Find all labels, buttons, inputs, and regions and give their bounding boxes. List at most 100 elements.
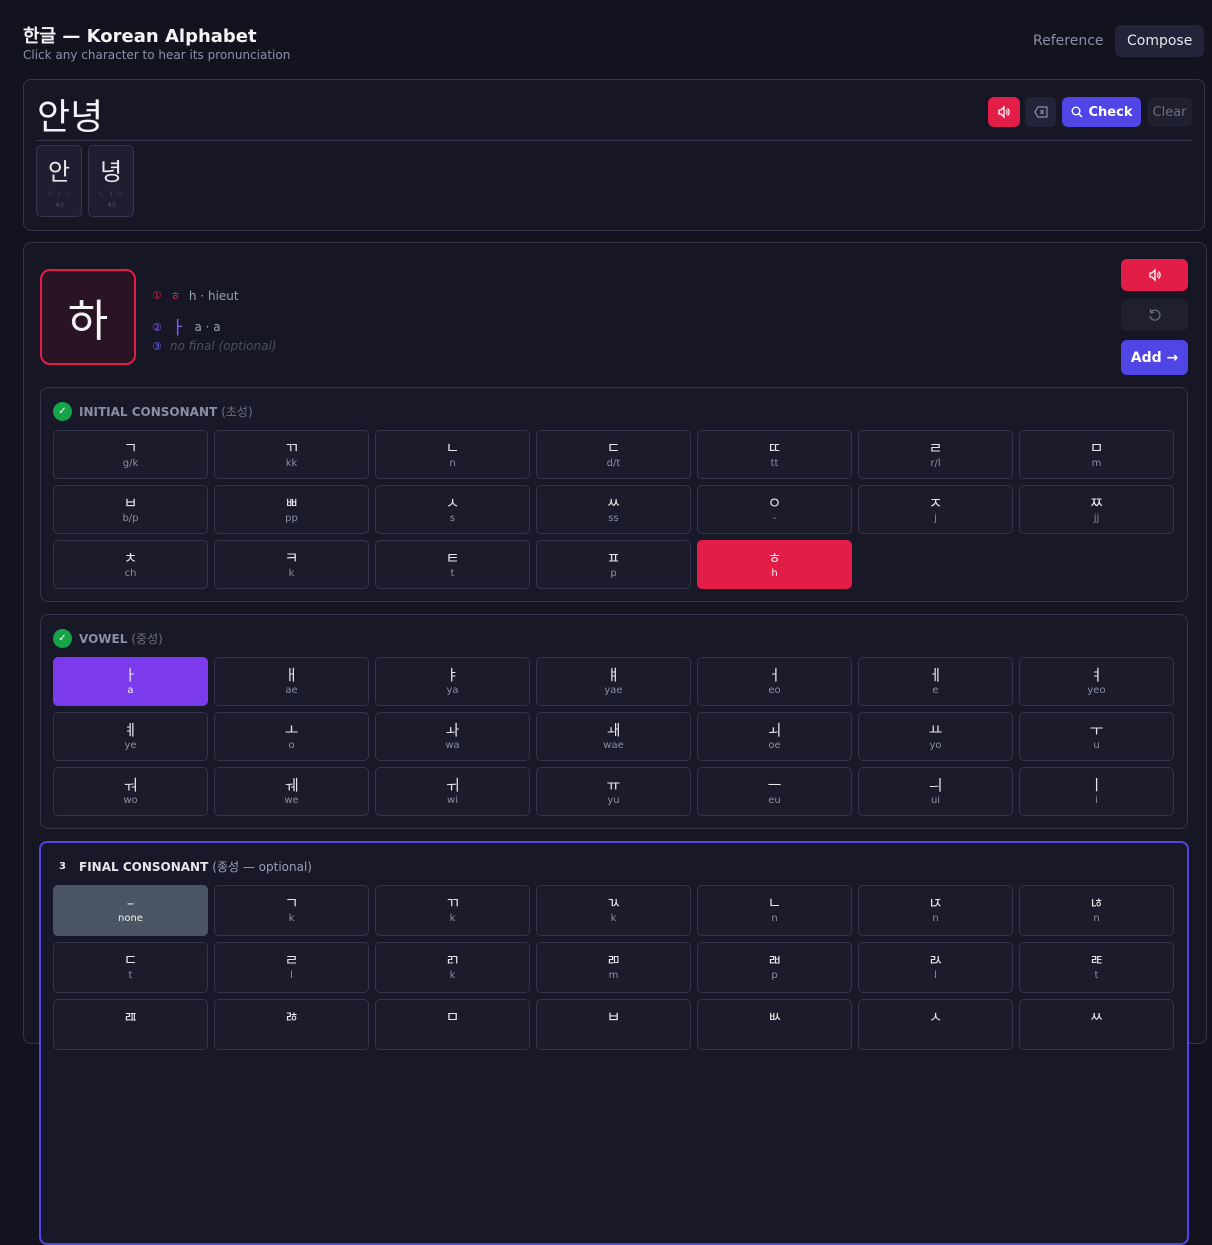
check-button[interactable]: Check — [1062, 97, 1141, 127]
syllable-card[interactable]: 안 ㅇ ㅏ ㄴ — [36, 145, 82, 217]
jamo-key[interactable]: ㅑ ya — [375, 657, 530, 706]
jamo-key[interactable]: ㅄ — [697, 999, 852, 1050]
key-jamo: ㅓ — [767, 666, 782, 684]
jamo-key[interactable]: ㅇ- — [697, 485, 852, 534]
clear-button[interactable]: Clear — [1147, 97, 1192, 127]
speak-button[interactable] — [988, 97, 1020, 127]
key-roman: r/l — [930, 458, 941, 469]
syllable-card[interactable]: 녕 ㄴ ㅕ ㅇ — [88, 145, 134, 217]
speaker-icon — [37, 201, 81, 210]
key-roman: l — [934, 970, 937, 981]
jamo-key-selected[interactable]: – none — [53, 885, 208, 936]
jamo-section: ✓ VOWEL (중성) ㅏ a ㅐ ae ㅑ ya ㅒ yae ㅓ eo ㅔ e ㅕ yeo ㅖ ye ㅗ o ㅘ wa ㅙ… — [40, 614, 1188, 829]
jamo-key[interactable]: ㅒ yae — [536, 657, 691, 706]
speaker-icon — [89, 201, 133, 210]
step-number: ① — [152, 289, 162, 302]
jamo-key[interactable]: ㅞ we — [214, 767, 369, 816]
key-jamo: ㅒ — [606, 666, 621, 684]
jamo-key[interactable]: ㅛ yo — [858, 712, 1013, 761]
jamo-key[interactable]: ㅟ wi — [375, 767, 530, 816]
jamo-key[interactable]: ㄷ d/t — [536, 430, 691, 479]
reset-button[interactable] — [1121, 299, 1188, 331]
jamo-key[interactable]: ㅂ — [536, 999, 691, 1050]
jamo-section: ✓ INITIAL CONSONANT (초성) ㄱ g/k ㄲ kk ㄴ n ㄷ d/t ㄸ tt ㄹ r… — [40, 387, 1188, 602]
jamo-key[interactable]: ㅖ ye — [53, 712, 208, 761]
jamo-key[interactable]: ㅅ — [858, 999, 1013, 1050]
jamo-key[interactable]: ㅚ oe — [697, 712, 852, 761]
key-roman: a — [127, 685, 134, 696]
key-roman: k — [610, 913, 617, 924]
jamo-key[interactable]: ㅐ ae — [214, 657, 369, 706]
jamo-key[interactable]: ㅕ yeo — [1019, 657, 1174, 706]
tab[interactable]: Reference — [1033, 33, 1104, 49]
step-jamo: ㅏ — [169, 318, 187, 339]
backspace-button[interactable] — [1025, 97, 1056, 127]
jamo-key[interactable]: ㅘ wa — [375, 712, 530, 761]
jamo-key[interactable]: ㄱ g/k — [53, 430, 208, 479]
jamo-key[interactable]: ㅁ — [375, 999, 530, 1050]
jamo-key[interactable]: ㄿ — [53, 999, 208, 1050]
jamo-key[interactable]: ㄲ kk — [214, 430, 369, 479]
section-title: FINAL CONSONANT — [79, 859, 209, 874]
syllable-preview: 하 — [40, 269, 136, 365]
jamo-key[interactable]: ㅠ yu — [536, 767, 691, 816]
jamo-key[interactable]: ㄹ r/l — [858, 430, 1013, 479]
key-roman: ya — [446, 685, 459, 696]
jamo-key[interactable]: ㅡ eu — [697, 767, 852, 816]
jamo-key[interactable]: ㄸ tt — [697, 430, 852, 479]
section-subtitle: (중성) — [131, 632, 163, 646]
composed-text: 안녕 — [37, 97, 104, 138]
jamo-key[interactable]: ㅀ — [214, 999, 369, 1050]
jamo-key[interactable]: ㅆ — [1019, 999, 1174, 1050]
jamo-key[interactable]: ㅃ pp — [214, 485, 369, 534]
jamo-key[interactable]: ㅢ ui — [858, 767, 1013, 816]
step-jamo: ㅎ — [169, 289, 181, 303]
jamo-key[interactable]: ㅊ ch — [53, 540, 208, 589]
jamo-key[interactable]: ㅓ eo — [697, 657, 852, 706]
jamo-key[interactable]: ㅙ wae — [536, 712, 691, 761]
speak-button[interactable] — [1121, 259, 1188, 291]
add-button[interactable]: Add → — [1121, 340, 1188, 375]
jamo-key[interactable]: ㅂ b/p — [53, 485, 208, 534]
jamo-key[interactable]: ㅆ ss — [536, 485, 691, 534]
key-jamo: ㅅ — [928, 1008, 943, 1026]
jamo-key[interactable]: ㅝ wo — [53, 767, 208, 816]
tab-active[interactable]: Compose — [1115, 25, 1205, 57]
key-jamo: ㅊ — [123, 549, 138, 567]
key-roman: - — [772, 513, 777, 524]
app-subtitle: Click any character to hear its pronunci… — [23, 48, 291, 62]
jamo-key[interactable]: ㅉ jj — [1019, 485, 1174, 534]
key-jamo: ㅌ — [445, 549, 460, 567]
key-roman: p — [610, 568, 617, 579]
syllable-char: 안 — [47, 158, 71, 186]
key-jamo: ㅡ — [767, 776, 782, 794]
syllable-char: 녕 — [99, 158, 123, 186]
speaker-icon — [1148, 268, 1161, 282]
